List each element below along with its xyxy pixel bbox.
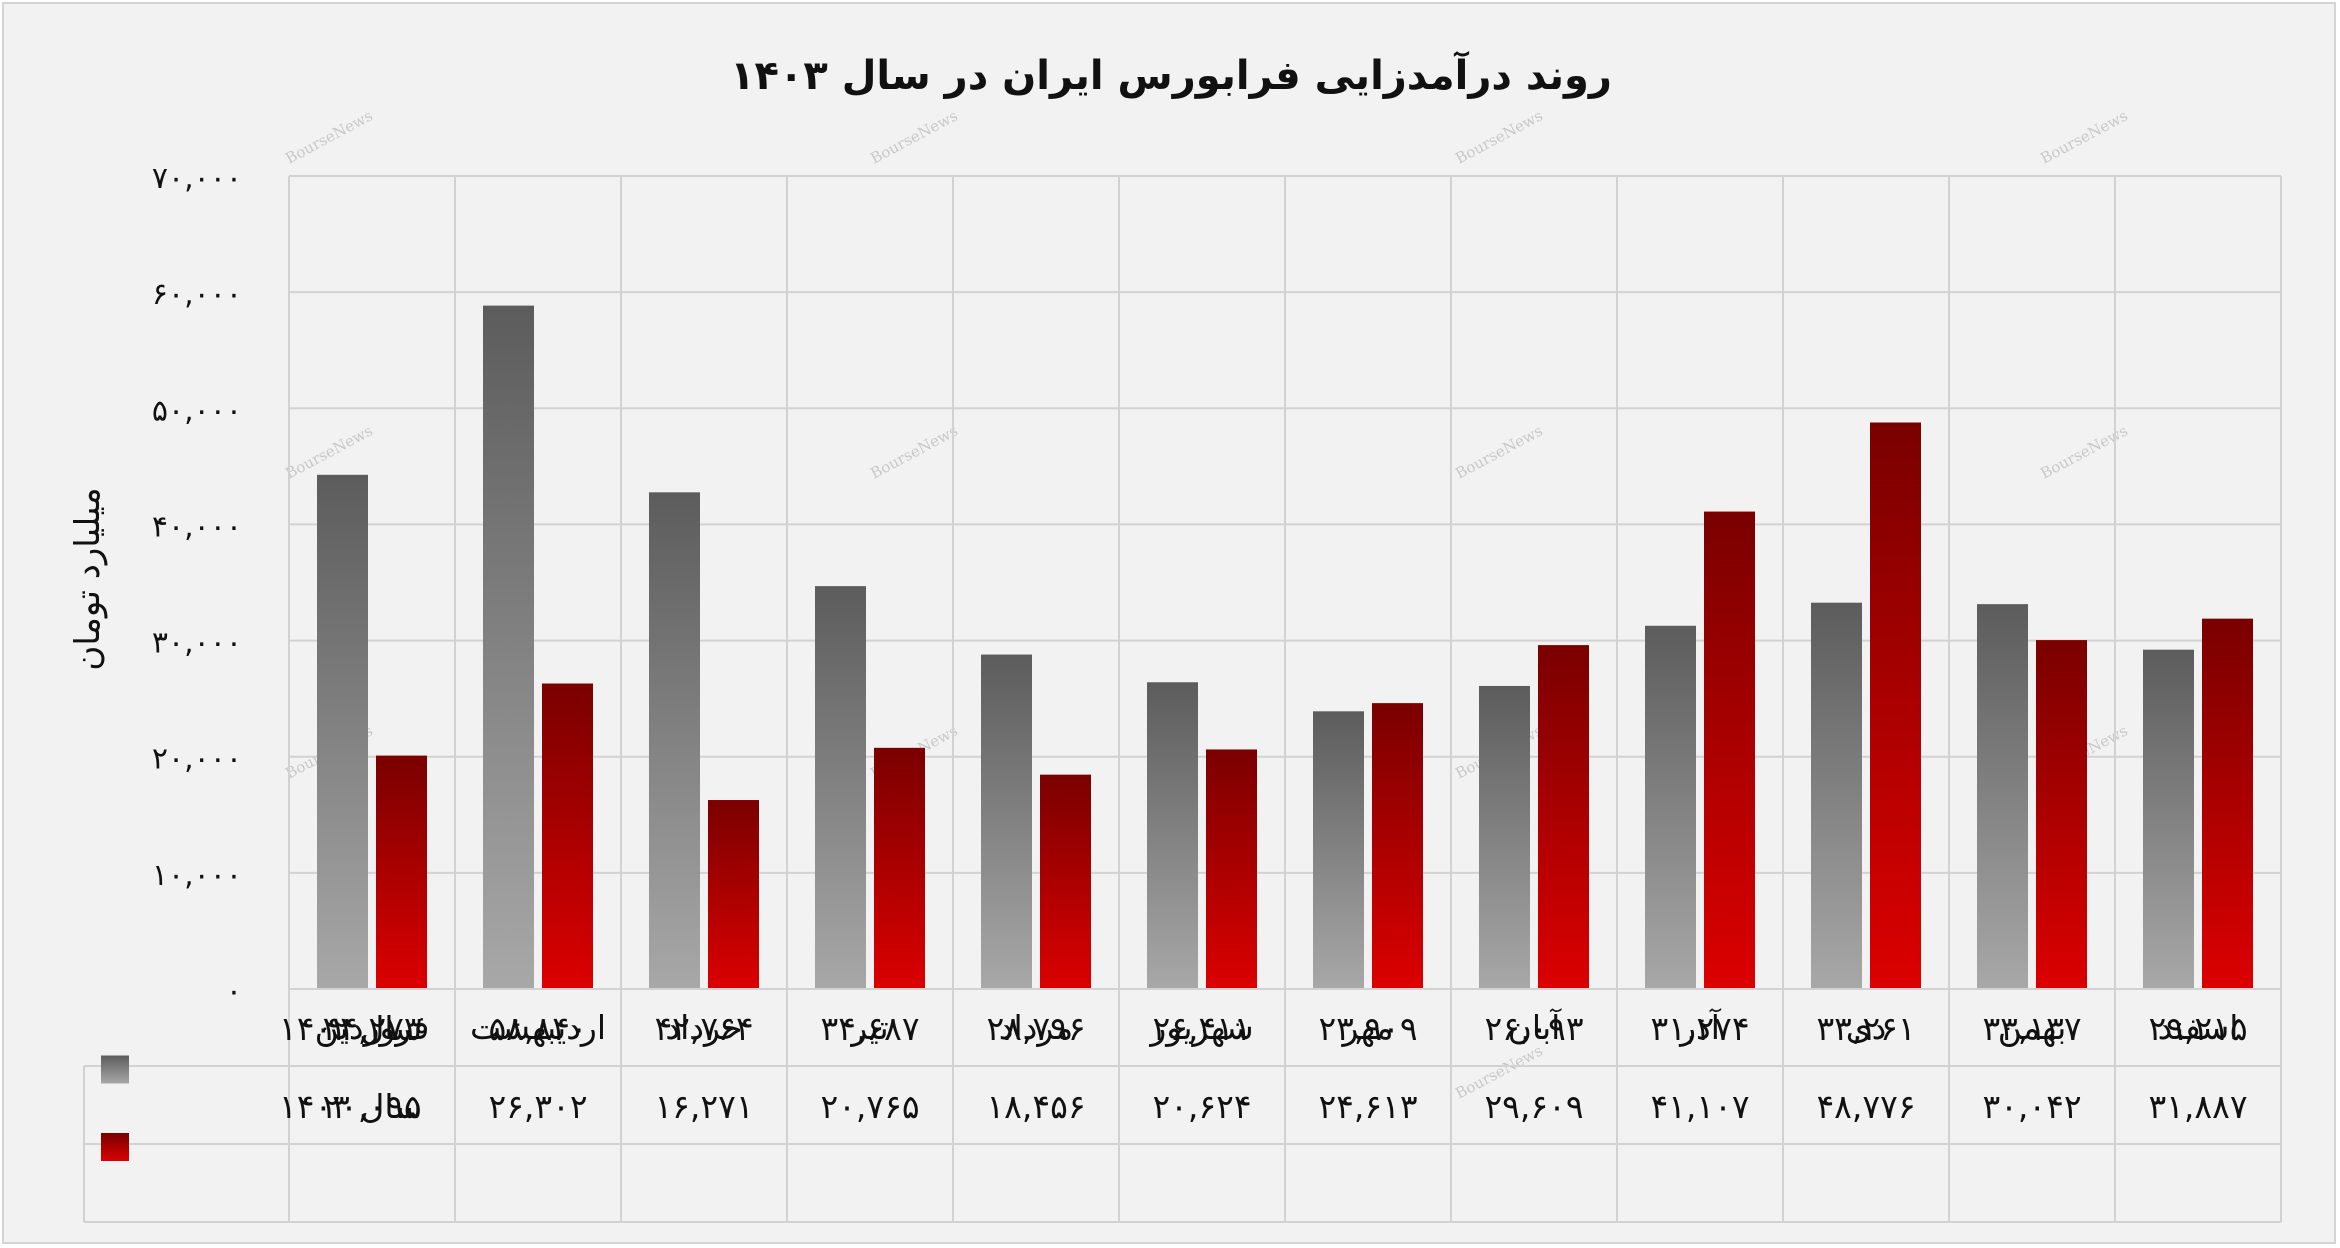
data-label: ۳۴,۶۸۷ bbox=[820, 1009, 919, 1048]
category-label: آذر bbox=[1678, 1008, 1722, 1047]
y-tick-label: ۰ bbox=[226, 974, 242, 1009]
bar-1402 bbox=[1811, 602, 1862, 989]
category-label: بهمن bbox=[1998, 1008, 2067, 1047]
y-tick-label: ۵۰,۰۰۰ bbox=[152, 393, 242, 428]
bar-1403 bbox=[376, 755, 427, 989]
category-label: خرداد bbox=[665, 1008, 742, 1047]
data-label: ۲۹,۲۱۵ bbox=[2148, 1009, 2247, 1048]
legend-label: سال ۱۴۰۳ bbox=[279, 1087, 422, 1126]
y-tick-label: ۴۰,۰۰۰ bbox=[152, 509, 242, 544]
y-tick-label: ۱۰,۰۰۰ bbox=[152, 858, 242, 893]
watermark-text: BourseNews bbox=[282, 107, 375, 168]
watermark-text: BourseNews bbox=[1452, 422, 1545, 483]
data-label: ۲۶,۴۱۱ bbox=[1152, 1009, 1251, 1048]
y-axis-ticks: ۰ ۱۰,۰۰۰ ۲۰,۰۰۰ ۳۰,۰۰۰ ۴۰,۰۰۰ ۵۰,۰۰۰ ۶۰,۰۰۰ ۷۰,… bbox=[152, 161, 242, 1009]
bar-1402 bbox=[815, 586, 866, 989]
category-label: شهریور bbox=[1148, 1008, 1253, 1047]
data-label: ۴۴,۲۷۳ bbox=[322, 1009, 421, 1048]
data-label: ۴۱,۱۰۷ bbox=[1650, 1087, 1749, 1126]
data-label: ۳۰,۰۴۲ bbox=[1982, 1087, 2081, 1126]
watermark-text: BourseNews bbox=[1452, 107, 1545, 168]
bar-1403 bbox=[708, 800, 759, 989]
data-label: ۲۳,۹۰۹ bbox=[1318, 1009, 1417, 1048]
watermark-text: BourseNews bbox=[282, 422, 375, 483]
data-label: ۲۰,۷۶۵ bbox=[820, 1087, 919, 1126]
bar-1403 bbox=[542, 683, 593, 989]
legend-swatch bbox=[101, 1055, 129, 1084]
data-label: ۲۶,۳۰۲ bbox=[488, 1087, 587, 1126]
bar-1403 bbox=[1538, 645, 1589, 989]
data-label: ۲۸,۷۹۶ bbox=[986, 1009, 1085, 1048]
bar-1403 bbox=[1040, 774, 1091, 989]
bar-layer bbox=[317, 305, 2253, 989]
data-label: ۱۶,۲۷۱ bbox=[654, 1087, 753, 1126]
data-label: ۲۴,۶۱۳ bbox=[1318, 1087, 1417, 1126]
y-tick-label: ۳۰,۰۰۰ bbox=[152, 626, 242, 661]
watermark-text: BourseNews bbox=[867, 422, 960, 483]
bar-1402 bbox=[2143, 649, 2194, 989]
category-label: فروردین bbox=[315, 1008, 430, 1047]
bar-1402 bbox=[1645, 625, 1696, 989]
y-tick-label: ۶۰,۰۰۰ bbox=[152, 277, 242, 312]
legend-label: سال ۱۴۰۲ bbox=[279, 1009, 422, 1048]
data-label: ۳۱,۲۷۴ bbox=[1650, 1009, 1749, 1048]
bar-1403 bbox=[1870, 422, 1921, 989]
legend-swatch bbox=[101, 1133, 129, 1161]
category-label: مرداد bbox=[999, 1008, 1073, 1047]
bar-1402 bbox=[981, 654, 1032, 989]
data-label: ۲۶,۰۹۳ bbox=[1484, 1009, 1583, 1048]
chart-title: روند درآمدزایی فرابورس ایران در سال ۱۴۰۳ bbox=[730, 50, 1612, 99]
chart-canvas: روند درآمدزایی فرابورس ایران در سال ۱۴۰۳… bbox=[68, 50, 2282, 1223]
y-axis-label: میلیارد تومان bbox=[68, 487, 108, 670]
watermark-text: BourseNews bbox=[2037, 422, 2130, 483]
bar-1402 bbox=[317, 474, 368, 989]
bar-1402 bbox=[1977, 604, 2028, 989]
watermark-text: BourseNews bbox=[2037, 107, 2130, 168]
data-table: فروردین اردیبهشت خرداد تیر مرداد شهریور مهر آبا… bbox=[83, 176, 2282, 1223]
y-tick-label: ۲۰,۰۰۰ bbox=[152, 742, 242, 777]
data-label: ۴۲,۷۶۴ bbox=[654, 1009, 753, 1048]
bar-1403 bbox=[2202, 618, 2253, 989]
bar-1402 bbox=[483, 305, 534, 989]
bar-1403 bbox=[2036, 640, 2087, 989]
bar-1403 bbox=[1704, 511, 1755, 989]
bar-1402 bbox=[1313, 711, 1364, 989]
bar-1402 bbox=[1147, 682, 1198, 989]
bar-1402 bbox=[1479, 685, 1530, 989]
data-label: ۲۰,۶۲۴ bbox=[1152, 1087, 1251, 1126]
category-label: اسفند bbox=[2158, 1008, 2239, 1047]
data-label: ۲۰,۰۹۵ bbox=[322, 1087, 421, 1126]
category-label: آبان bbox=[1508, 1008, 1562, 1047]
data-label: ۳۳,۱۳۷ bbox=[1982, 1009, 2081, 1048]
category-label: اردیبهشت bbox=[470, 1008, 606, 1047]
y-tick-label: ۷۰,۰۰۰ bbox=[152, 161, 242, 196]
data-label: ۱۸,۴۵۶ bbox=[986, 1087, 1085, 1126]
data-label: ۳۳,۲۶۱ bbox=[1816, 1009, 1915, 1048]
bar-1402 bbox=[649, 492, 700, 989]
category-label: دی bbox=[1846, 1008, 1887, 1047]
category-label: تیر bbox=[849, 1008, 888, 1047]
data-label: ۴۸,۷۷۶ bbox=[1816, 1087, 1915, 1126]
bar-1403 bbox=[1206, 749, 1257, 989]
bar-1403 bbox=[874, 747, 925, 989]
data-label: ۳۱,۸۸۷ bbox=[2148, 1087, 2247, 1126]
data-label: ۵۸,۸۴۰ bbox=[488, 1009, 587, 1048]
category-label: مهر bbox=[1340, 1008, 1393, 1047]
data-label: ۲۹,۶۰۹ bbox=[1484, 1087, 1583, 1126]
watermark-text: BourseNews bbox=[867, 107, 960, 168]
bar-1403 bbox=[1372, 703, 1423, 989]
